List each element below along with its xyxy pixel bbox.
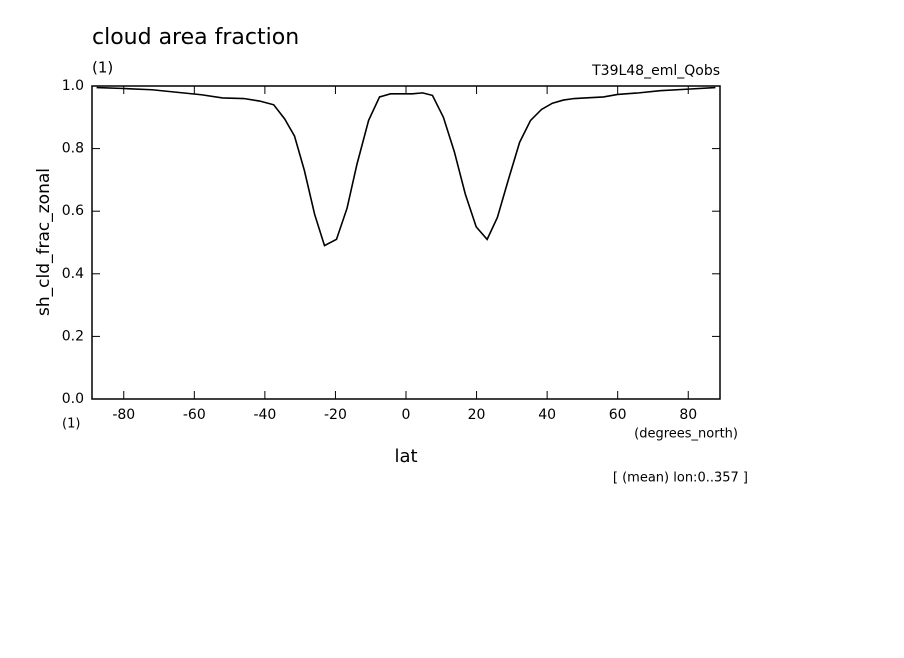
x-tick-label: 20 xyxy=(468,407,486,423)
x-tick-label: 0 xyxy=(402,407,411,423)
x-axis-label: lat xyxy=(394,446,417,467)
y-tick-label: 0.8 xyxy=(62,141,84,157)
y-axis-label: sh_cld_frac_zonal xyxy=(34,168,54,316)
x-tick-label: 40 xyxy=(538,407,556,423)
y-unit: (1) xyxy=(62,417,80,432)
y-tick-label: 0.6 xyxy=(62,203,84,219)
y-tick-label: 1.0 xyxy=(62,78,84,94)
x-tick-label: -20 xyxy=(324,407,347,423)
y-tick-label: 0.4 xyxy=(62,266,84,282)
x-tick-label: -60 xyxy=(183,407,206,423)
x-unit: (degrees_north) xyxy=(634,427,738,442)
subtitle: (1) xyxy=(92,59,113,77)
x-tick-label: -40 xyxy=(253,407,276,423)
plot-frame xyxy=(91,85,721,400)
x-tick-label: 80 xyxy=(679,407,697,423)
y-tick-label: 0.0 xyxy=(62,391,84,407)
data-line xyxy=(96,86,716,247)
note: [ (mean) lon:0..357 ] xyxy=(613,471,748,486)
annotation: T39L48_eml_Qobs xyxy=(591,63,720,79)
chart-title: cloud area fraction xyxy=(92,25,299,50)
y-tick-label: 0.2 xyxy=(62,328,84,344)
x-tick-label: -80 xyxy=(112,407,135,423)
x-tick-label: 60 xyxy=(609,407,627,423)
